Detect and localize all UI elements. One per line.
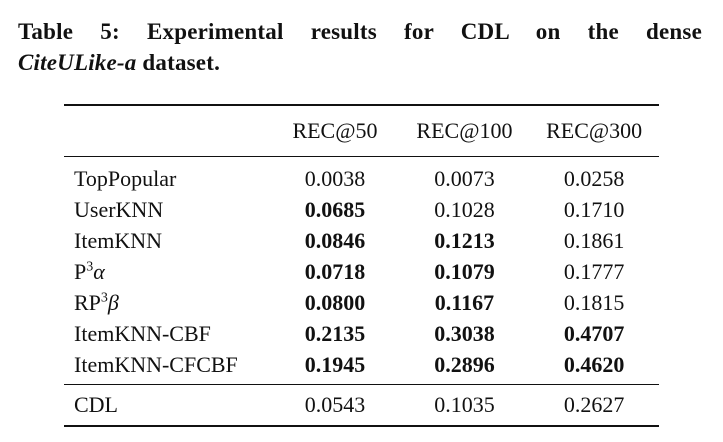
dataset-name: CiteULike-a bbox=[18, 50, 137, 75]
value-cell: 0.1710 bbox=[563, 196, 625, 222]
table-row: ItemKNN-CBF 0.2135 0.3038 0.4707 bbox=[64, 318, 659, 349]
model-name-base: P bbox=[74, 258, 87, 284]
value-cell: 0.1035 bbox=[399, 384, 530, 427]
baseline-row: CDL 0.0543 0.1035 0.2627 bbox=[64, 384, 659, 427]
model-name: RP3β bbox=[64, 287, 270, 318]
model-name-greek: α bbox=[93, 258, 105, 284]
value-cell: 0.1079 bbox=[434, 258, 495, 284]
header-rec100: REC@100 bbox=[399, 105, 530, 157]
value-cell: 0.1815 bbox=[563, 289, 625, 315]
table-row: UserKNN 0.0685 0.1028 0.1710 bbox=[64, 194, 659, 225]
value-cell: 0.2627 bbox=[529, 384, 659, 427]
value-cell: 0.1213 bbox=[434, 227, 495, 253]
value-cell: 0.1028 bbox=[434, 196, 495, 222]
value-cell: 0.4620 bbox=[563, 351, 625, 377]
value-cell: 0.2135 bbox=[304, 320, 366, 346]
table-row: ItemKNN-CFCBF 0.1945 0.2896 0.4620 bbox=[64, 349, 659, 385]
caption-suffix: dataset. bbox=[136, 50, 221, 75]
results-table-container: REC@50 REC@100 REC@300 TopPopular 0.0038… bbox=[64, 104, 659, 427]
value-cell: 0.0258 bbox=[563, 165, 625, 191]
model-name-base: RP bbox=[74, 289, 101, 315]
results-table: REC@50 REC@100 REC@300 TopPopular 0.0038… bbox=[64, 104, 659, 427]
table-row: TopPopular 0.0038 0.0073 0.0258 bbox=[64, 157, 659, 195]
header-row: REC@50 REC@100 REC@300 bbox=[64, 105, 659, 157]
table-row: P3α 0.0718 0.1079 0.1777 bbox=[64, 256, 659, 287]
model-name: P3α bbox=[64, 256, 270, 287]
value-cell: 0.1777 bbox=[563, 258, 625, 284]
value-cell: 0.1945 bbox=[304, 351, 366, 377]
model-name: ItemKNN-CFCBF bbox=[74, 351, 238, 377]
model-name: UserKNN bbox=[74, 196, 164, 222]
value-cell: 0.1167 bbox=[434, 289, 495, 315]
header-rec300: REC@300 bbox=[529, 105, 659, 157]
table-row: ItemKNN 0.0846 0.1213 0.1861 bbox=[64, 225, 659, 256]
value-cell: 0.0543 bbox=[270, 384, 400, 427]
value-cell: 0.1861 bbox=[563, 227, 625, 253]
model-name: ItemKNN bbox=[74, 227, 162, 253]
model-name: CDL bbox=[64, 384, 271, 427]
header-model bbox=[64, 105, 271, 157]
model-name: TopPopular bbox=[74, 165, 177, 191]
value-cell: 0.0846 bbox=[304, 227, 366, 253]
value-cell: 0.4707 bbox=[563, 320, 625, 346]
model-name-superscript: 3 bbox=[86, 259, 94, 275]
header-rec50: REC@50 bbox=[270, 105, 400, 157]
value-cell: 0.0718 bbox=[304, 258, 366, 284]
value-cell: 0.0038 bbox=[304, 165, 366, 191]
caption-line-2: CiteULike-a dataset. bbox=[18, 47, 702, 78]
model-name: ItemKNN-CBF bbox=[74, 320, 211, 346]
value-cell: 0.0685 bbox=[304, 196, 366, 222]
value-cell: 0.3038 bbox=[434, 320, 495, 346]
value-cell: 0.0073 bbox=[434, 165, 495, 191]
value-cell: 0.2896 bbox=[434, 351, 495, 377]
value-cell: 0.0800 bbox=[304, 289, 366, 315]
model-name-greek: β bbox=[107, 289, 119, 315]
model-name-superscript: 3 bbox=[100, 290, 108, 306]
table-row: RP3β 0.0800 0.1167 0.1815 bbox=[64, 287, 659, 318]
caption-line-1: Table 5: Experimental results for CDL on… bbox=[18, 19, 702, 44]
table-caption: Table 5: Experimental results for CDL on… bbox=[18, 16, 702, 78]
